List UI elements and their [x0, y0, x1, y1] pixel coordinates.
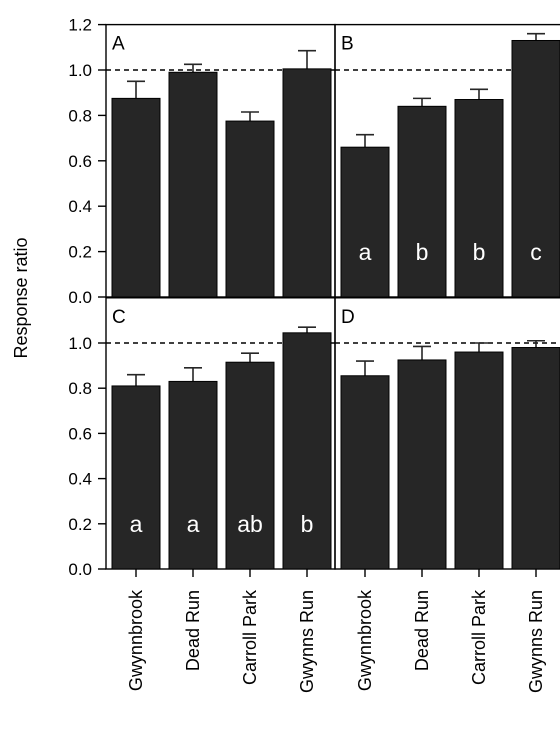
bar	[340, 146, 390, 298]
y-tick-label: 0.0	[68, 560, 92, 579]
x-tick-label: Carroll Park	[240, 589, 260, 685]
panel-label-D: D	[341, 307, 355, 328]
significance-letter: b	[473, 239, 486, 265]
bar	[454, 99, 504, 298]
bar	[340, 375, 390, 570]
y-tick-label: 0.4	[68, 197, 92, 216]
bar	[511, 347, 560, 570]
panel-frame-D	[334, 297, 560, 570]
panel-label-C: C	[112, 307, 126, 328]
bar	[511, 39, 560, 298]
bar	[168, 380, 218, 570]
panel-frame-B	[334, 23, 560, 298]
y-tick-label: 0.8	[68, 106, 92, 125]
y-tick-label: 1.0	[68, 61, 92, 80]
x-tick-label: Gwynns Run	[297, 590, 317, 693]
y-tick-label: 0.0	[68, 288, 92, 307]
significance-letter: a	[130, 511, 143, 537]
x-tick-label: Dead Run	[183, 590, 203, 671]
y-tick-label: 0.2	[68, 243, 92, 262]
y-tick-label: 1.2	[68, 16, 92, 35]
bar	[454, 351, 504, 570]
significance-letter: c	[530, 239, 542, 265]
labels-layer: A Ba b b cCa a ab bD0.00.20.40.60.81.01.20.00.2…	[68, 16, 546, 693]
significance-letter: a	[187, 511, 200, 537]
bar	[397, 359, 447, 570]
significance-letter: b	[301, 511, 314, 537]
bar	[111, 385, 161, 570]
x-tick-label: Gwynnbrook	[355, 589, 375, 691]
bar	[282, 68, 332, 298]
panel-label-A: A	[112, 34, 125, 55]
bar	[397, 105, 447, 298]
y-tick-label: 0.6	[68, 152, 92, 171]
panel-label-B: B	[341, 34, 354, 55]
x-tick-label: Dead Run	[412, 590, 432, 671]
bar	[225, 120, 275, 298]
bar	[282, 332, 332, 570]
significance-letter: b	[416, 239, 429, 265]
x-tick-label: Carroll Park	[469, 589, 489, 685]
bars-layer	[111, 32, 560, 570]
y-tick-label: 0.6	[68, 424, 92, 443]
bar	[168, 71, 218, 298]
y-tick-label: 0.4	[68, 470, 92, 489]
y-tick-label: 0.2	[68, 515, 92, 534]
y-tick-label: 0.8	[68, 379, 92, 398]
x-tick-label: Gwynns Run	[526, 590, 546, 693]
bar	[225, 361, 275, 570]
significance-letter: ab	[237, 511, 263, 537]
bar	[111, 97, 161, 298]
y-tick-label: 1.0	[68, 334, 92, 353]
y-axis-label: Response ratio	[11, 237, 31, 358]
x-tick-label: Gwynnbrook	[126, 589, 146, 691]
significance-letter: a	[359, 239, 372, 265]
